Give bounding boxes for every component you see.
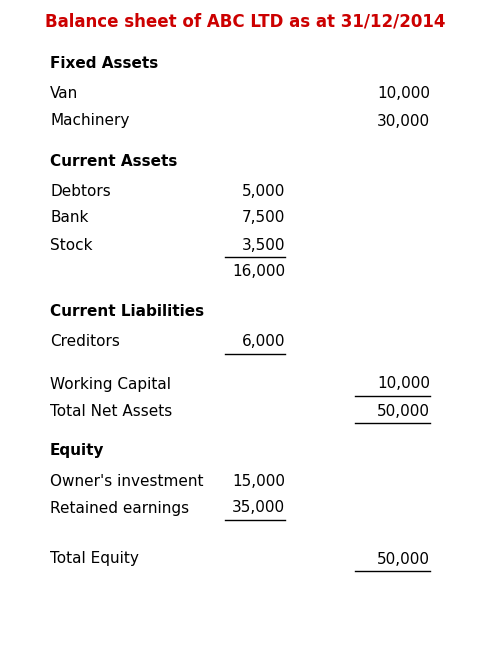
- Text: Equity: Equity: [50, 443, 104, 458]
- Text: Van: Van: [50, 86, 78, 101]
- Text: 5,000: 5,000: [242, 184, 285, 199]
- Text: Bank: Bank: [50, 210, 88, 225]
- Text: 50,000: 50,000: [377, 552, 430, 567]
- Text: Current Assets: Current Assets: [50, 154, 177, 169]
- Text: 10,000: 10,000: [377, 86, 430, 101]
- Text: 16,000: 16,000: [232, 265, 285, 280]
- Text: 50,000: 50,000: [377, 404, 430, 419]
- Text: Machinery: Machinery: [50, 114, 129, 129]
- Text: 35,000: 35,000: [232, 500, 285, 515]
- Text: Fixed Assets: Fixed Assets: [50, 56, 158, 71]
- Text: Total Net Assets: Total Net Assets: [50, 404, 172, 419]
- Text: Total Equity: Total Equity: [50, 552, 139, 567]
- Text: Creditors: Creditors: [50, 334, 120, 350]
- Text: Retained earnings: Retained earnings: [50, 500, 189, 515]
- Text: 7,500: 7,500: [242, 210, 285, 225]
- Text: Owner's investment: Owner's investment: [50, 474, 203, 489]
- Text: Current Liabilities: Current Liabilities: [50, 304, 204, 319]
- Text: 30,000: 30,000: [377, 114, 430, 129]
- Text: Debtors: Debtors: [50, 184, 111, 199]
- Text: Stock: Stock: [50, 238, 93, 252]
- Text: 6,000: 6,000: [242, 334, 285, 350]
- Text: 10,000: 10,000: [377, 376, 430, 391]
- Text: Balance sheet of ABC LTD as at 31/12/2014: Balance sheet of ABC LTD as at 31/12/201…: [45, 12, 445, 30]
- Text: Working Capital: Working Capital: [50, 376, 171, 391]
- Text: 15,000: 15,000: [232, 474, 285, 489]
- Text: 3,500: 3,500: [242, 238, 285, 252]
